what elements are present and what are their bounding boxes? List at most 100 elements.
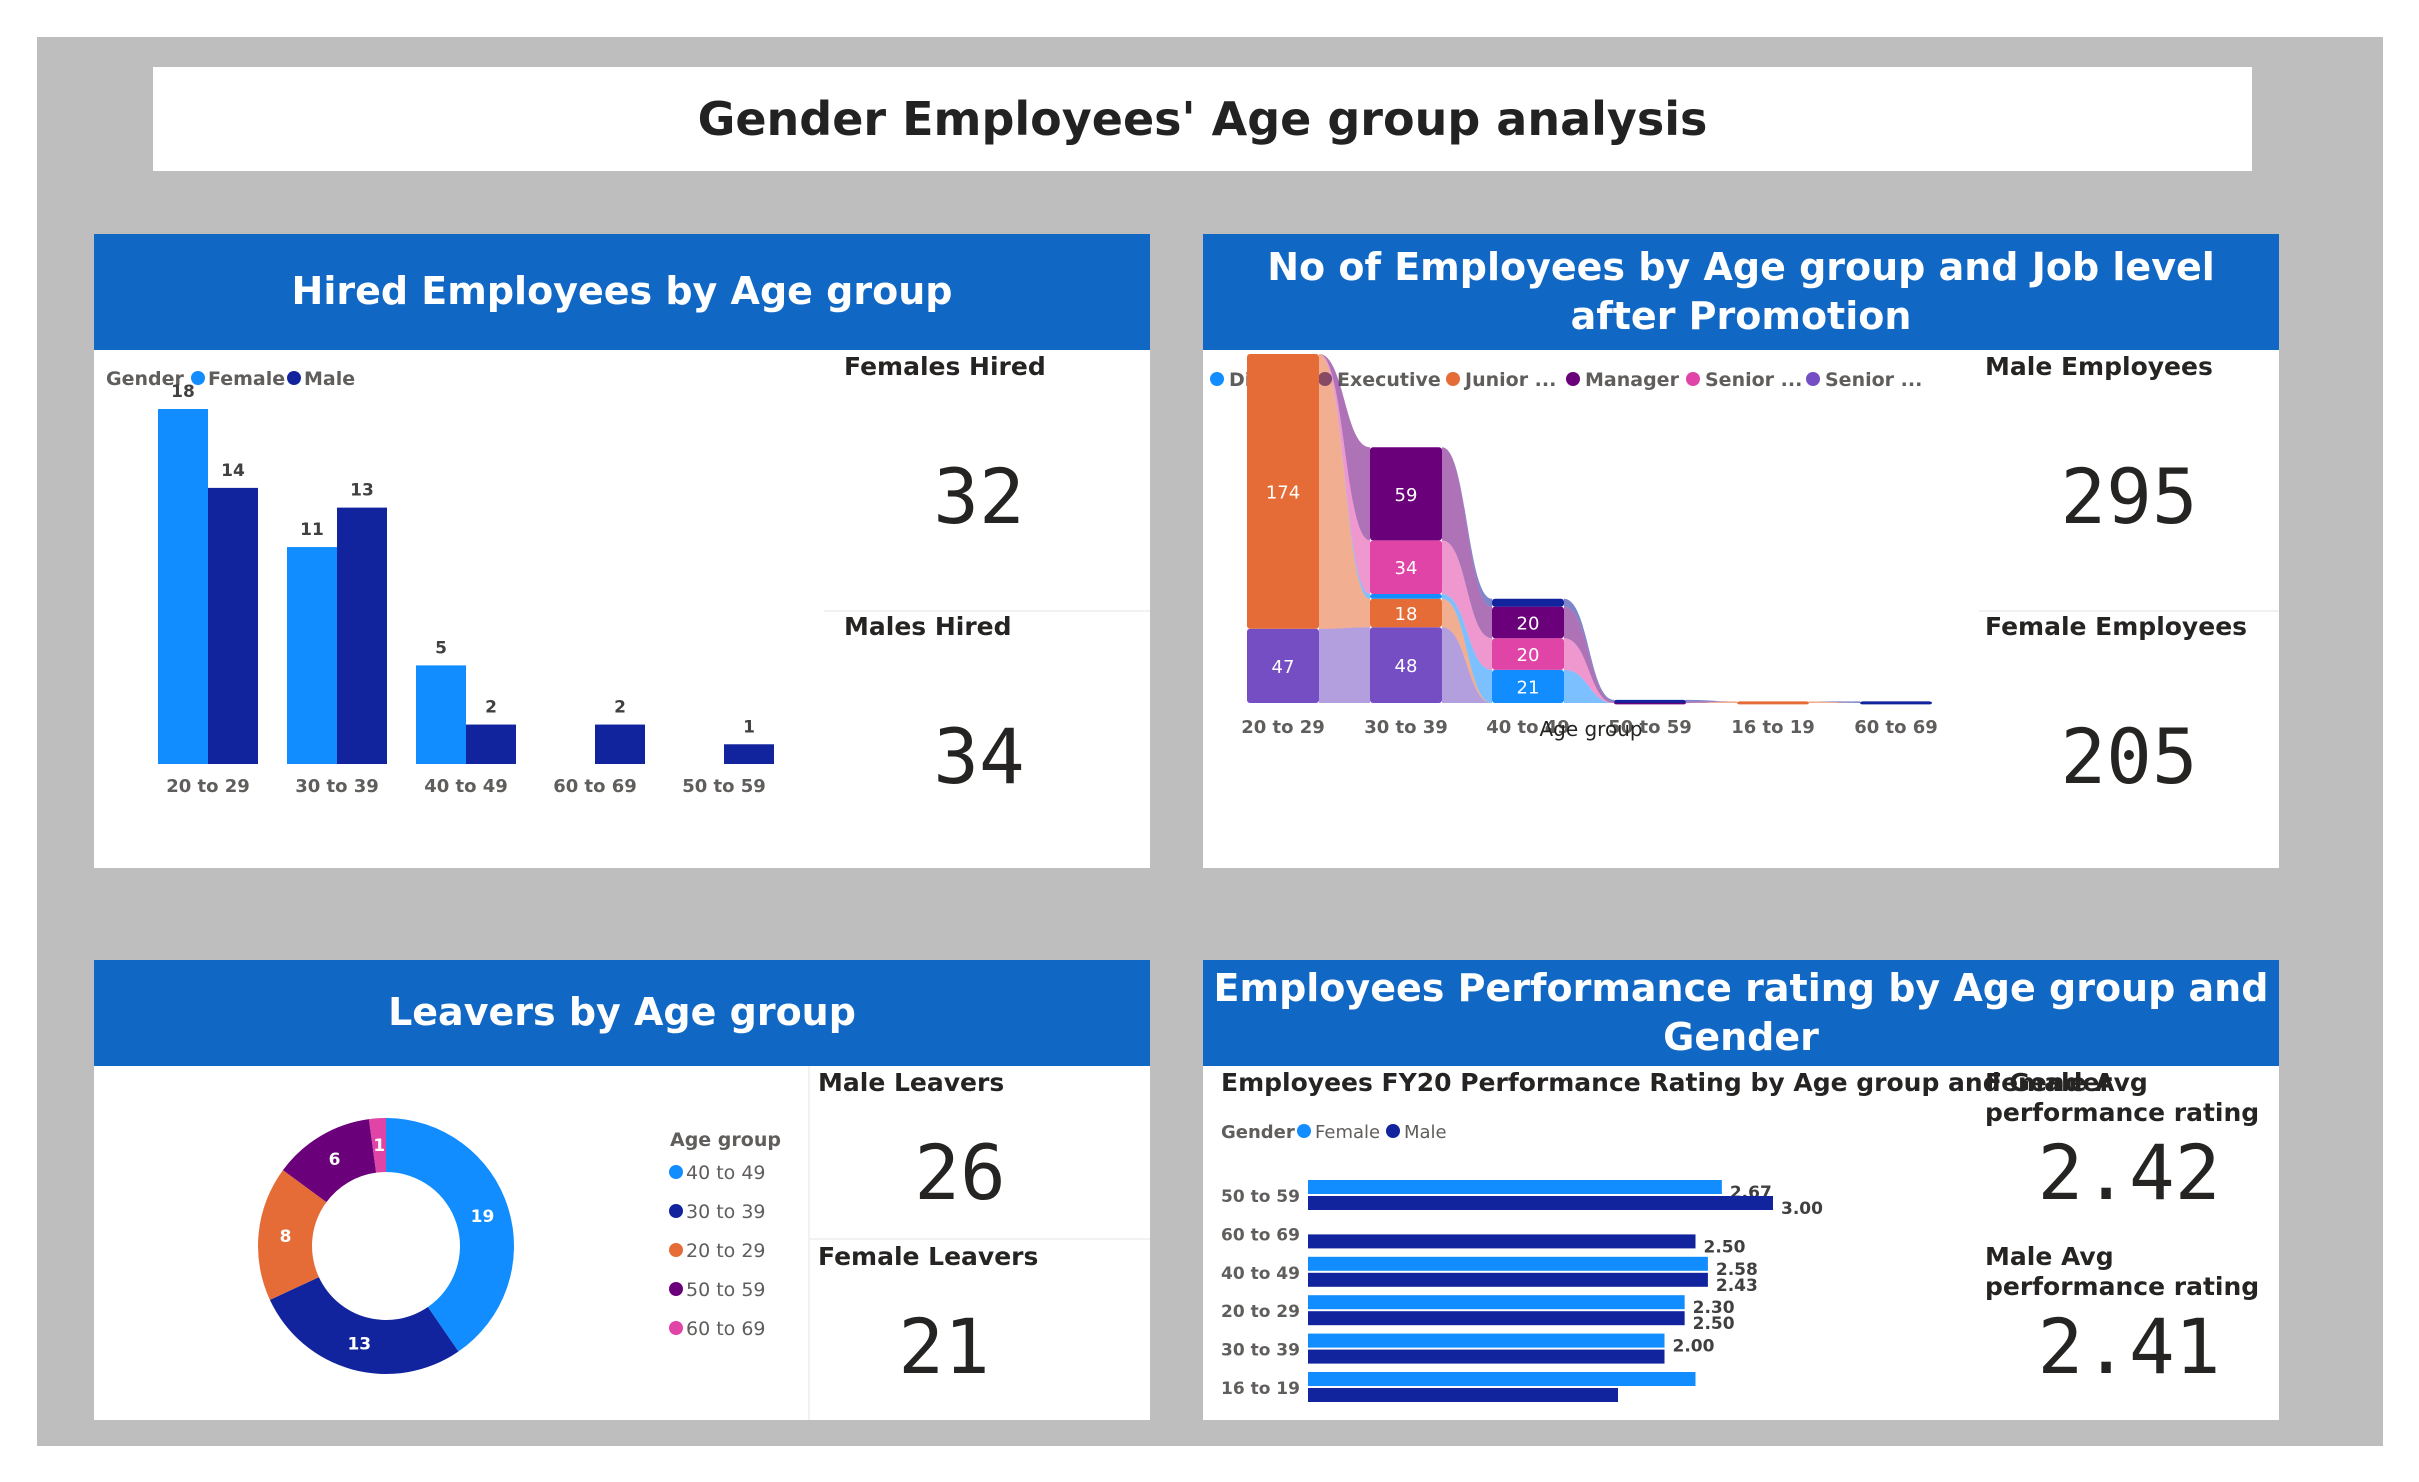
hired-x-tick-40-to-49: 40 to 49 [424,776,508,797]
hired-bar-male-40-to-49 [466,724,516,764]
leavers-slice-30-to-39 [269,1277,459,1374]
leavers-slice-label-60-to-69: 1 [373,1136,385,1156]
leavers-legend-marker-30-to-39 [669,1204,683,1218]
perf-bar-female-50-to-59 [1308,1180,1722,1194]
jobs-ribbon-executive-1-4 [1809,701,1860,703]
hired-data-label-female-30-to-39: 11 [300,520,324,540]
leavers-slice-60-to-69 [368,1118,386,1173]
perf-heading: Employees Performance rating by Age grou… [1203,960,2279,1066]
perf-legend-title: Gender [1221,1122,1295,1143]
perf-chart-title: Employees FY20 Performance Rating by Age… [1221,1068,2112,1097]
perf-bar-male-60-to-69 [1308,1234,1696,1249]
jobs-heading: No of Employees by Age group and Job lev… [1203,234,2279,350]
perf-bar-female-20-to-29 [1308,1295,1685,1310]
jobs-legend-marker-4 [1686,372,1700,386]
hired-data-label-female-40-to-49: 5 [435,638,447,658]
leavers-slice-label-20-to-29: 8 [280,1227,292,1247]
hired-data-label-male-60-to-69: 2 [614,698,626,718]
female-employees-value: 205 [2060,712,2198,801]
hired-data-label-female-20-to-29: 18 [171,382,195,402]
perf-bar-male-30-to-39 [1308,1349,1665,1364]
males-hired-value: 34 [933,712,1025,801]
jobs-legend-marker-2 [1446,372,1460,386]
jobs-bar-junior-2-20-to-29 [1247,354,1319,629]
perf-legend-male-marker [1386,1124,1400,1138]
leavers-legend-marker-40-to-49 [669,1165,683,1179]
jobs-legend-item-3: Manager [1585,369,1680,391]
jobs-bar-manager-3-40-to-49 [1492,606,1564,639]
female-avg-value: 2.42 [2037,1128,2221,1217]
jobs-x-tick-20-to-29: 20 to 29 [1241,717,1325,738]
hired-legend-female-marker [191,371,205,385]
jobs-x-axis-title: Age group [1539,717,1642,741]
jobs-bar-senior-5-20-to-29 [1247,628,1319,703]
male-avg-value: 2.41 [2037,1302,2221,1391]
hired-legend-male: Male [304,368,355,390]
leavers-slice-40-to-49 [386,1118,514,1352]
jobs-x-tick-40-to-49: 40 to 49 [1486,717,1570,738]
leavers-legend-item-50-to-59: 50 to 59 [686,1279,766,1301]
hired-kpi-divider [824,610,1150,612]
jobs-ribbon-manager-3-2 [1564,606,1614,703]
jobs-x-tick-16-to-19: 16 to 19 [1731,717,1815,738]
females-hired-value: 32 [933,452,1025,541]
leavers-slice-50-to-59 [282,1119,377,1203]
hired-legend-female: Female [208,368,285,390]
jobs-ribbon-junior-2-0 [1319,354,1370,629]
female-avg-label: Female Avg performance rating [1985,1068,2260,1127]
perf-legend-female: Female [1315,1122,1380,1143]
jobs-ribbon-manager-3-1 [1442,447,1492,639]
perf-data-label-female-20-to-29: 2.30 [1693,1298,1735,1318]
leavers-chart: 19 13 8 6 1 Age group 40 to 49 30 to 39 20 to 29… [258,1118,781,1374]
hired-data-label-male-30-to-39: 13 [350,481,374,501]
leavers-kpi-divider-h [810,1238,1150,1240]
hired-data-label-male-20-to-29: 14 [221,461,245,481]
hired-panel: Hired Employees by Age group Gender Femal… [94,234,1150,868]
jobs-ribbon-junior-2-3 [1686,701,1737,703]
jobs-data-label-7: 20 [1517,645,1540,666]
hired-bar-male-60-to-69 [595,724,645,764]
hired-bar-male-20-to-29 [208,487,258,764]
leavers-legend-title: Age group [670,1129,781,1151]
hired-legend-title: Gender [106,368,184,390]
jobs-bar-senior-5-30-to-39 [1370,627,1442,703]
perf-bar-female-30-to-39 [1308,1333,1665,1348]
perf-bar-female-40-to-49 [1308,1256,1708,1271]
leavers-slice-label-50-to-59: 6 [329,1150,341,1170]
page-title: Gender Employees' Age group analysis [697,92,1708,146]
hired-bar-female-30-to-39 [287,547,337,764]
jobs-bar-manager-3-30-to-39 [1370,447,1442,541]
male-employees-value: 295 [2060,452,2198,541]
jobs-ribbon-senior-5-1 [1442,627,1492,703]
leavers-legend-item-60-to-69: 60 to 69 [686,1318,766,1340]
perf-data-label-male-60-to-69: 2.50 [1704,1237,1746,1257]
jobs-x-tick-50-to-59: 50 to 59 [1608,717,1692,738]
female-employees-label: Female Employees [1985,612,2248,641]
jobs-bar-executive-1-50-to-59 [1614,699,1686,703]
perf-legend-male: Male [1404,1122,1447,1143]
jobs-data-label-8: 20 [1517,613,1540,634]
jobs-ribbon-senior-5-0 [1319,627,1370,703]
leavers-legend-marker-50-to-59 [669,1282,683,1296]
jobs-ribbon-manager-3-3 [1686,701,1737,703]
jobs-panel: No of Employees by Age group and Job lev… [1203,234,2279,868]
jobs-data-label-1: 47 [1272,657,1295,678]
leavers-slice-20-to-29 [258,1170,327,1300]
leavers-kpi-divider-v [808,1066,810,1420]
perf-bar-male-50-to-59 [1308,1196,1773,1210]
perf-y-tick-50-to-59: 50 to 59 [1221,1187,1300,1207]
perf-y-tick-40-to-49: 40 to 49 [1221,1264,1300,1284]
hired-x-tick-20-to-29: 20 to 29 [166,776,250,797]
hired-chart: Gender Female Male 18 14 20 to 29 11 13 30 to 39… [106,368,774,797]
hired-data-label-male-50-to-59: 1 [743,717,755,737]
perf-data-label-male-40-to-49: 2.43 [1716,1276,1758,1296]
hired-x-tick-30-to-39: 30 to 39 [295,776,379,797]
leavers-heading: Leavers by Age group [94,960,1150,1066]
jobs-legend-item-5: Senior ... [1825,369,1922,391]
jobs-chart: DirectorExecutiveJunior ...ManagerSenior… [1210,354,1938,741]
jobs-ribbon-manager-3-0 [1319,354,1370,541]
hired-bar-female-20-to-29 [158,409,208,764]
jobs-ribbon-senior-4-0 [1319,354,1370,595]
jobs-kpi-divider [1979,610,2279,612]
